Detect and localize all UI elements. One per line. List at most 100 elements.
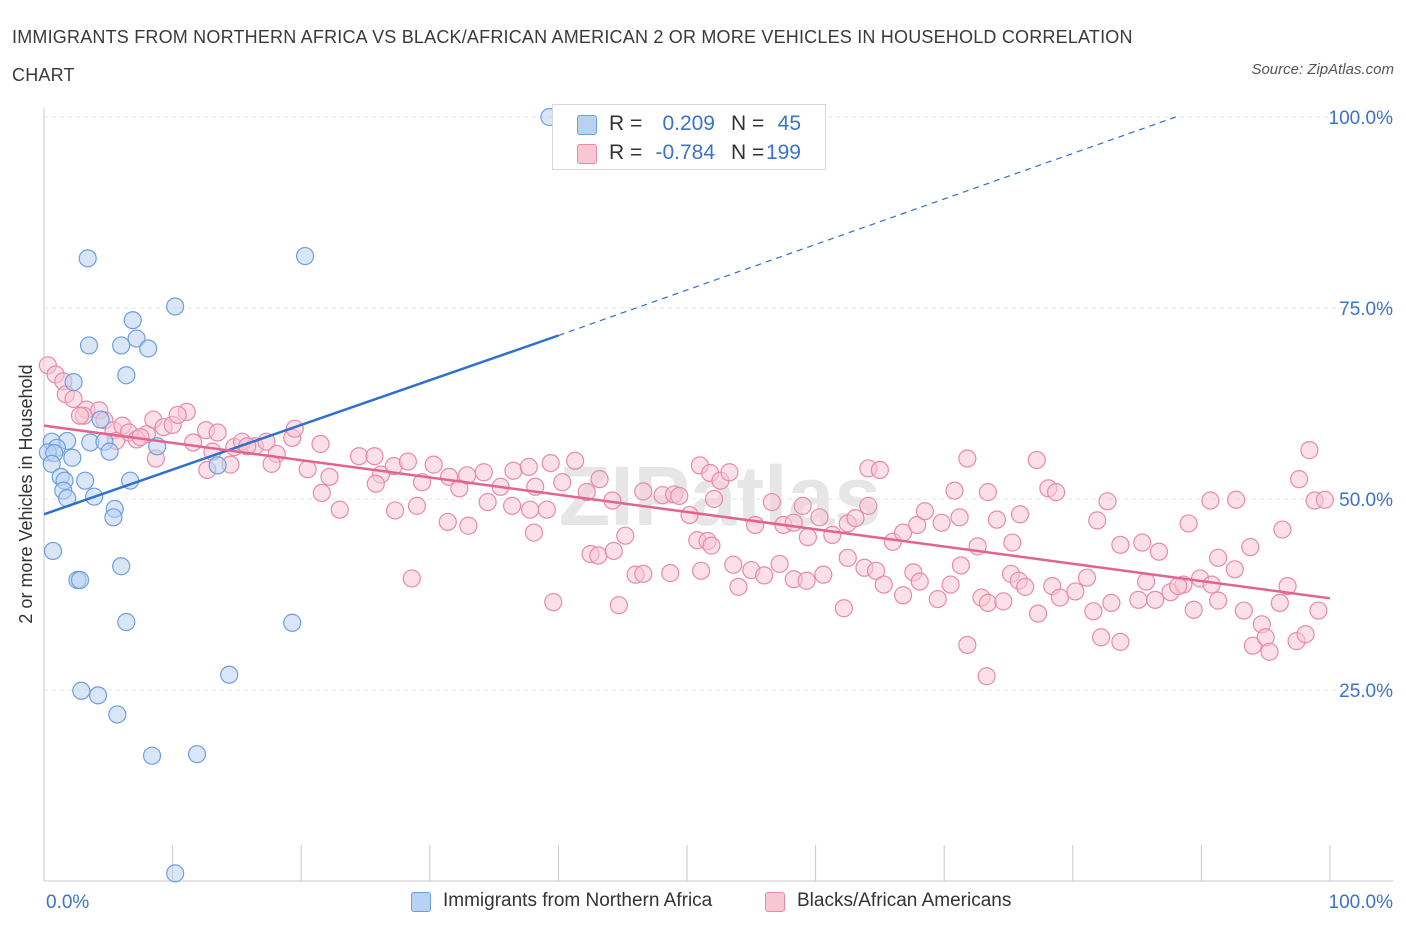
northern-africa-point (63, 448, 82, 467)
blacks-point (1296, 625, 1315, 644)
blacks-point (1225, 560, 1244, 579)
blacks-point (1169, 576, 1188, 596)
blacks-point (1010, 505, 1030, 524)
blacks-point (168, 405, 187, 425)
blacks-point (521, 500, 540, 519)
blacks-point (720, 463, 739, 482)
northern-africa-point (42, 454, 61, 473)
legend-swatch-blue (411, 892, 431, 912)
northern-africa-point (166, 864, 185, 883)
northern-africa-point (88, 686, 108, 705)
blacks-point (1091, 628, 1111, 647)
northern-africa-point (76, 471, 95, 490)
blacks-point (798, 528, 817, 547)
blacks-point (846, 508, 865, 528)
blacks-point (1102, 593, 1121, 613)
northern-africa-point (91, 410, 110, 429)
blacks-point (1098, 492, 1117, 511)
blacks-point (553, 473, 572, 492)
blacks-point (834, 599, 853, 618)
northern-africa-point (112, 336, 131, 355)
blacks-point (893, 586, 913, 605)
northern-africa-point (112, 557, 131, 576)
legend-swatch-blue (577, 115, 597, 135)
blacks-point (1146, 590, 1165, 609)
northern-africa-point (108, 705, 127, 724)
northern-africa-point (117, 612, 136, 632)
legend-row-blacks: R = -0.784 N = 199 (553, 138, 825, 168)
blacks-point (349, 447, 369, 466)
northern-africa-point (127, 329, 146, 348)
blacks-point (810, 508, 829, 527)
blacks-point (702, 536, 721, 555)
series-blacks-points (38, 356, 1334, 686)
blacks-point (874, 575, 893, 594)
northern-africa-point (208, 456, 227, 475)
blacks-point (1227, 490, 1246, 509)
series-northern-africa-points (38, 107, 559, 883)
blacks-point (1184, 600, 1203, 619)
y-tick-label: 75.0% (1339, 299, 1393, 320)
legend-swatch-pink (577, 144, 597, 164)
blacks-point (1234, 601, 1253, 620)
legend-swatch-pink (765, 892, 785, 912)
blacks-point (1028, 604, 1048, 623)
northern-africa-point (70, 570, 90, 590)
legend-row-northern-africa: R = 0.209 N = 45 (553, 109, 825, 139)
blacks-point (519, 457, 538, 477)
blacks-point (729, 577, 748, 596)
blacks-point (1003, 533, 1022, 552)
blacks-point (1133, 533, 1152, 552)
blacks-point (1241, 538, 1260, 557)
blacks-point (661, 564, 680, 583)
blacks-point (932, 513, 951, 532)
blacks-point (320, 467, 339, 486)
blacks-point (746, 515, 765, 535)
blacks-point (541, 453, 560, 473)
northern-africa-point (79, 336, 99, 355)
blacks-point (950, 508, 969, 527)
blacks-point (1270, 593, 1289, 613)
blacks-point (184, 433, 203, 452)
blacks-point (1111, 632, 1130, 651)
northern-africa-point (64, 373, 83, 392)
blacks-point (504, 461, 523, 480)
blacks-point (704, 489, 724, 509)
northern-africa-point (78, 249, 97, 268)
blacks-point (1290, 470, 1309, 489)
y-tick-label: 25.0% (1339, 681, 1393, 702)
blacks-point (604, 541, 623, 561)
blacks-point (977, 667, 996, 686)
trend-line-blacks (43, 424, 1331, 600)
blacks-point (1149, 542, 1169, 561)
blacks-point (1027, 450, 1046, 470)
blacks-point (987, 510, 1007, 529)
blacks-point (1260, 642, 1279, 661)
x-tick-label: 0.0% (46, 892, 89, 913)
blacks-point (793, 496, 812, 515)
blacks-point (208, 423, 227, 442)
blacks-point (724, 555, 743, 574)
axes (43, 108, 1393, 882)
blacks-point (424, 455, 443, 474)
blacks-point (407, 496, 427, 515)
blacks-point (1209, 591, 1228, 610)
northern-africa-point (220, 665, 239, 684)
blacks-point (1201, 491, 1220, 510)
blacks-point (544, 593, 563, 612)
x-tick-marks (43, 845, 1331, 881)
blacks-point (1202, 575, 1221, 594)
blacks-point (1084, 602, 1103, 621)
blacks-point (70, 406, 90, 425)
blacks-point (537, 500, 556, 519)
legend-r-label: R = (609, 112, 643, 135)
northern-africa-point (139, 339, 158, 358)
blacks-point (1111, 535, 1130, 554)
northern-africa-point (72, 681, 91, 700)
blacks-point (928, 589, 947, 609)
blacks-point (870, 460, 890, 480)
blacks-point (784, 513, 803, 532)
blacks-point (524, 523, 544, 542)
blacks-point (994, 592, 1013, 611)
